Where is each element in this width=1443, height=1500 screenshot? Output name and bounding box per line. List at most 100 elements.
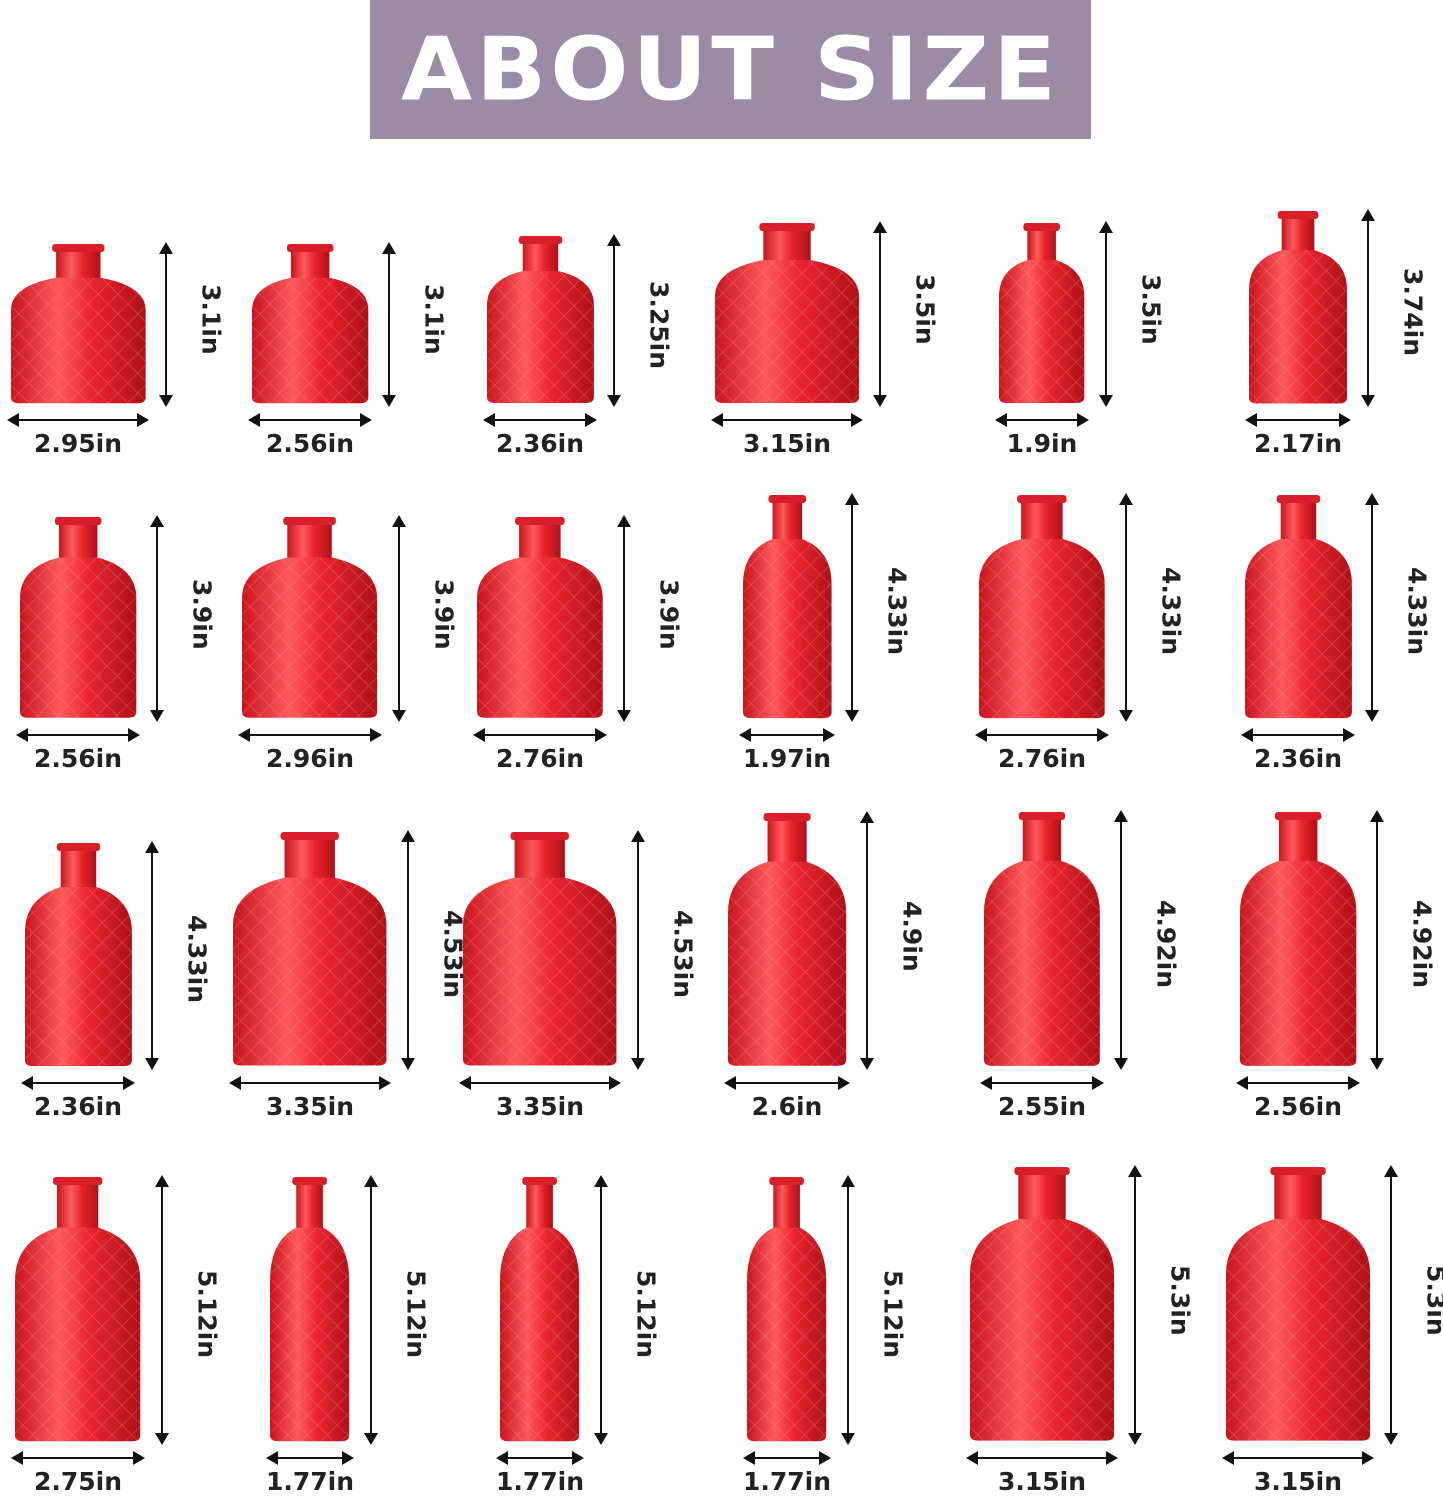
- width-label: 2.56in: [1253, 1092, 1343, 1121]
- width-arrow: [1221, 1451, 1375, 1465]
- height-label: 4.33in: [1402, 567, 1432, 656]
- width-arrow: [1245, 413, 1351, 427]
- width-arrow: [6, 413, 149, 427]
- vase-image: [714, 223, 860, 403]
- height-arrow: [1370, 810, 1385, 1070]
- width-label: 2.36in: [33, 1092, 123, 1121]
- height-arrow: [1384, 1165, 1399, 1445]
- vase-image: [979, 494, 1105, 718]
- width-arrow: [980, 1076, 1104, 1090]
- width-arrow: [995, 413, 1089, 427]
- height-arrow: [840, 1174, 855, 1446]
- height-label: 3.9in: [429, 578, 459, 650]
- width-label: 2.56in: [265, 429, 355, 458]
- height-label: 4.33in: [182, 915, 212, 1004]
- width-label: 2.95in: [33, 429, 123, 458]
- width-label: 3.35in: [495, 1092, 585, 1121]
- vase-image: [251, 243, 369, 403]
- height-label: 3.25in: [644, 280, 674, 369]
- height-arrow: [363, 1174, 378, 1446]
- vase-image: [500, 1176, 580, 1441]
- width-arrow: [15, 728, 141, 742]
- width-label: 2.76in: [997, 744, 1087, 773]
- width-label: 2.36in: [1253, 744, 1343, 773]
- height-arrow: [1118, 492, 1133, 723]
- height-arrow: [150, 515, 165, 722]
- height-label: 4.92in: [1407, 900, 1437, 989]
- height-arrow: [391, 515, 406, 722]
- width-arrow: [743, 1451, 831, 1465]
- width-arrow: [710, 413, 864, 427]
- vase-image: [24, 842, 132, 1066]
- width-label: 3.15in: [742, 429, 832, 458]
- width-label: 2.36in: [495, 429, 585, 458]
- height-label: 4.33in: [1156, 567, 1186, 656]
- height-arrow: [1365, 492, 1380, 723]
- width-arrow: [20, 1076, 136, 1090]
- width-arrow: [975, 728, 1109, 742]
- vase-image: [1249, 210, 1347, 403]
- height-label: 3.9in: [187, 578, 217, 650]
- height-label: 3.9in: [654, 578, 684, 650]
- vase-image: [727, 813, 847, 1066]
- vase-image: [486, 236, 594, 403]
- width-arrow: [238, 728, 382, 742]
- vase-image: [270, 1176, 350, 1441]
- width-arrow: [11, 1451, 145, 1465]
- height-label: 5.3in: [1165, 1265, 1195, 1336]
- vase-image: [742, 494, 832, 718]
- height-arrow: [382, 241, 397, 408]
- vase-image: [477, 517, 603, 718]
- height-label: 5.12in: [192, 1269, 222, 1358]
- vase-image: [1244, 494, 1352, 718]
- width-label: 2.17in: [1253, 429, 1343, 458]
- width-label: 2.75in: [33, 1467, 123, 1496]
- width-label: 1.77in: [265, 1467, 355, 1496]
- height-arrow: [400, 830, 415, 1070]
- height-label: 3.5in: [910, 274, 940, 345]
- height-arrow: [630, 830, 645, 1070]
- width-arrow: [965, 1451, 1119, 1465]
- vase-image: [999, 223, 1085, 403]
- width-label: 1.77in: [742, 1467, 832, 1496]
- width-arrow: [229, 1076, 392, 1090]
- width-arrow: [482, 413, 598, 427]
- height-arrow: [860, 811, 875, 1070]
- width-arrow: [247, 413, 373, 427]
- height-arrow: [845, 492, 860, 723]
- width-label: 2.96in: [265, 744, 355, 773]
- height-arrow: [1128, 1165, 1143, 1445]
- height-label: 3.5in: [1136, 274, 1166, 345]
- vase-image: [984, 812, 1100, 1066]
- vase-image: [19, 517, 137, 718]
- height-label: 4.53in: [668, 910, 698, 999]
- width-label: 2.6in: [751, 1092, 823, 1121]
- width-label: 1.9in: [1006, 429, 1078, 458]
- about-size-banner: ABOUT SIZE: [370, 0, 1091, 139]
- width-arrow: [1235, 1076, 1361, 1090]
- vase-image: [747, 1176, 827, 1441]
- vase-image: [242, 517, 378, 718]
- vase-image: [1225, 1167, 1371, 1441]
- width-label: 3.15in: [997, 1467, 1087, 1496]
- height-label: 4.33in: [882, 567, 912, 656]
- height-arrow: [873, 221, 888, 407]
- height-arrow: [159, 241, 174, 408]
- height-arrow: [607, 234, 622, 407]
- height-arrow: [1098, 221, 1113, 407]
- height-label: 5.12in: [878, 1269, 908, 1358]
- banner-title: ABOUT SIZE: [400, 18, 1061, 121]
- width-label: 1.97in: [742, 744, 832, 773]
- height-label: 5.3in: [1421, 1265, 1443, 1336]
- vase-image: [15, 1176, 141, 1441]
- height-label: 3.1in: [196, 284, 226, 356]
- vase-image: [969, 1167, 1115, 1441]
- height-label: 4.92in: [1151, 900, 1181, 989]
- width-arrow: [473, 728, 607, 742]
- vase-image: [463, 832, 617, 1066]
- width-arrow: [266, 1451, 354, 1465]
- height-label: 4.9in: [897, 900, 927, 972]
- width-arrow: [738, 728, 835, 742]
- height-arrow: [1360, 208, 1375, 408]
- vase-image: [1239, 812, 1357, 1066]
